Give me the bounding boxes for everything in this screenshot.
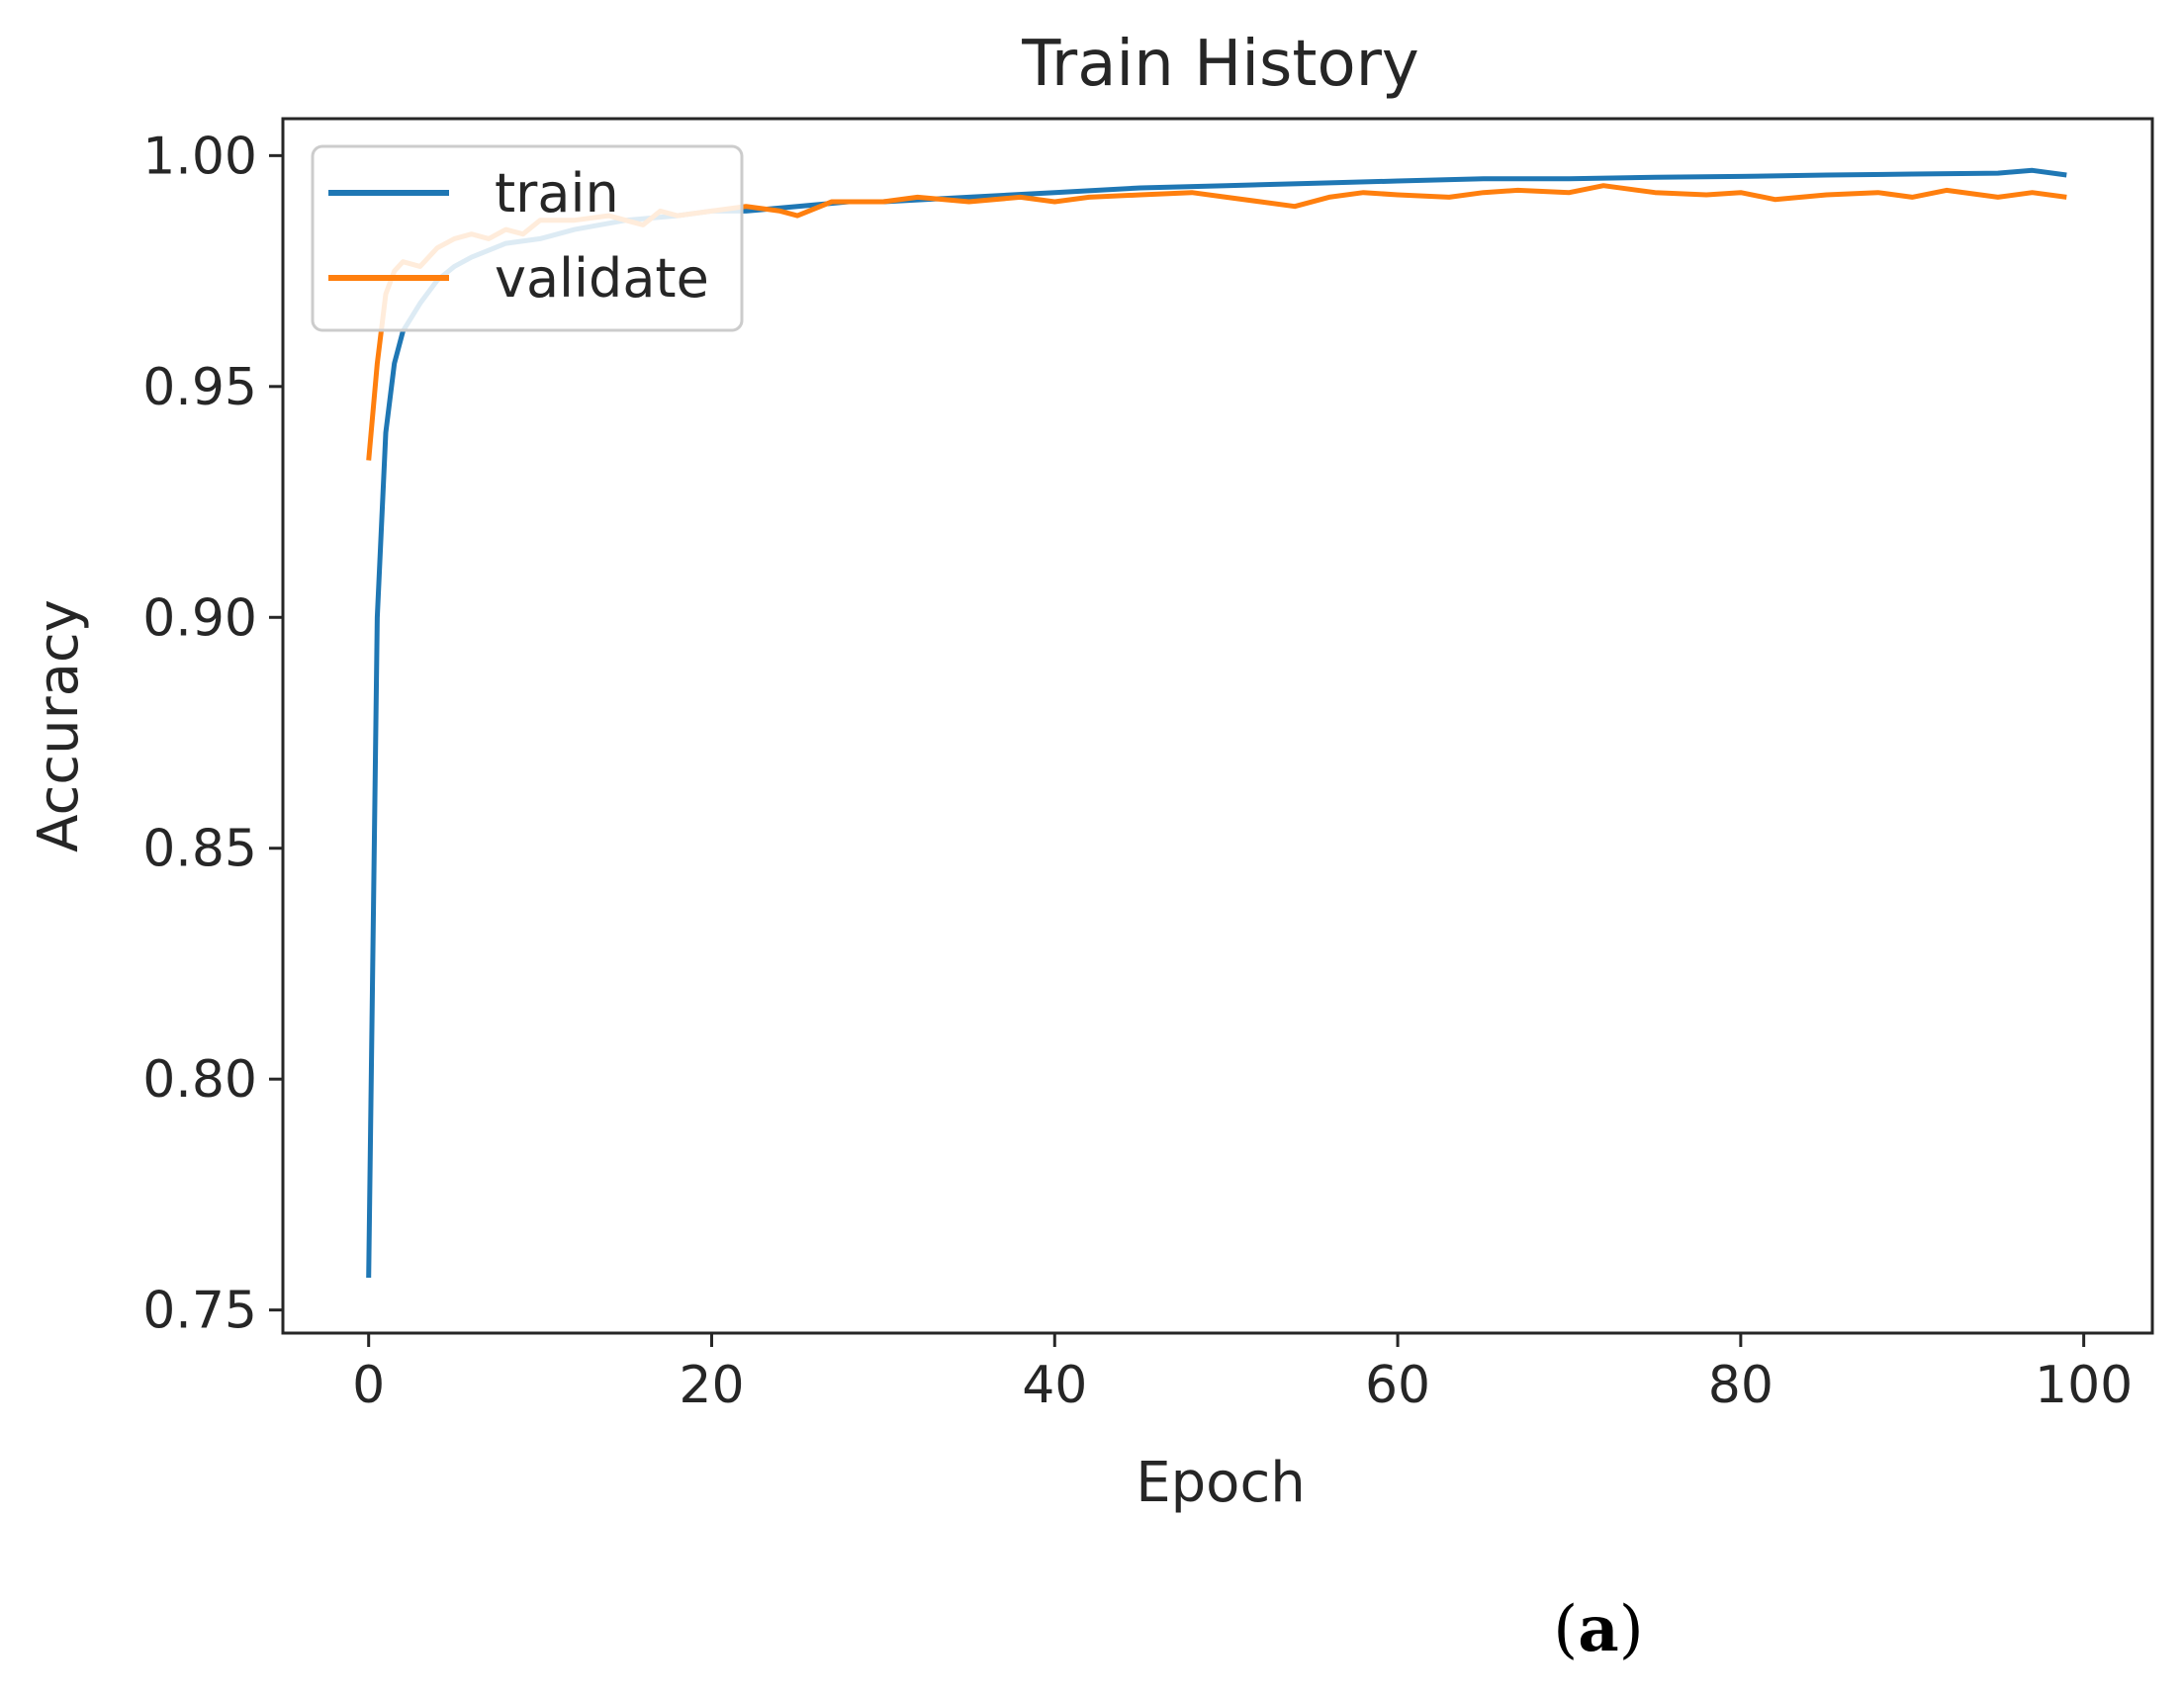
legend-label-train: train — [495, 162, 619, 224]
x-tick-label: 0 — [352, 1356, 385, 1415]
chart-title: Train History — [1021, 28, 1419, 101]
x-tick-label: 60 — [1365, 1356, 1430, 1415]
x-tick-label: 20 — [679, 1356, 744, 1415]
accuracy-line-chart: Train History 0 20 40 60 80 100 0.750.800.850… — [27, 28, 2154, 1515]
x-axis-ticks: 0 20 40 60 80 100 — [352, 1333, 2133, 1415]
y-tick-label: 0.75 — [142, 1282, 257, 1341]
x-tick-label: 80 — [1708, 1356, 1774, 1415]
x-tick-label: 40 — [1022, 1356, 1087, 1415]
y-tick-label: 0.80 — [142, 1050, 257, 1110]
legend-label-validate: validate — [495, 247, 709, 310]
y-tick-label: 0.90 — [142, 588, 257, 648]
y-tick-label: 0.95 — [142, 358, 257, 417]
x-tick-label: 100 — [2035, 1356, 2133, 1415]
legend: train validate — [311, 144, 744, 332]
series-line-train — [366, 167, 2067, 1279]
panel-label: (a) — [1553, 1592, 1644, 1666]
y-tick-label: 1.00 — [142, 127, 257, 186]
series-layer — [366, 167, 2067, 1279]
y-axis-ticks: 0.75 0.80 0.85 0.90 0.95 1.00 — [142, 127, 283, 1341]
plot-area-frame — [281, 117, 2154, 1335]
y-axis-label: Accuracy — [27, 599, 91, 852]
x-axis-label: Epoch — [1136, 1451, 1305, 1515]
y-tick-label: 0.85 — [142, 820, 257, 879]
